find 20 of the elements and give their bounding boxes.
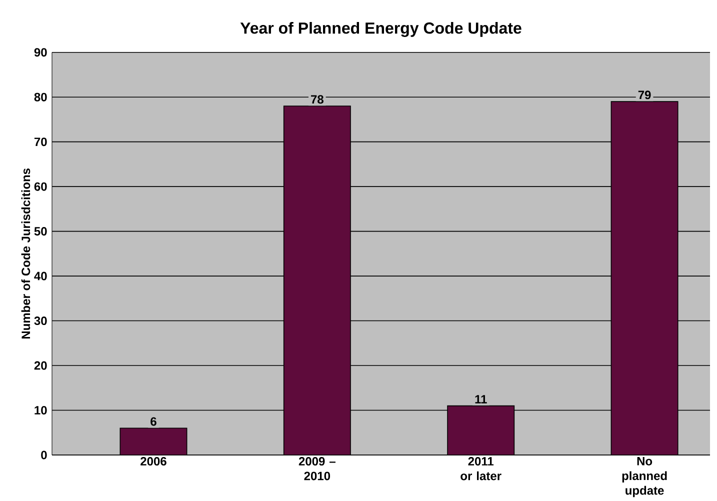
data-label: 11	[475, 395, 487, 404]
y-tick-label: 50	[34, 227, 47, 236]
y-tick-label: 90	[34, 48, 47, 57]
data-label: 79	[638, 90, 651, 100]
data-label: 6	[150, 417, 156, 426]
y-tick-label: 30	[34, 316, 47, 326]
y-tick-label: 0	[41, 450, 47, 460]
y-tick-label: 80	[34, 92, 47, 102]
y-axis-title: Number of Code Jurisdcitions	[21, 168, 30, 339]
chart-title: Year of Planned Energy Code Update	[240, 22, 522, 37]
y-tick-label: 20	[34, 361, 47, 370]
x-tick-label: 2009 – 2010	[298, 457, 336, 480]
x-tick-label: 2011 or later	[460, 457, 502, 480]
x-tick-label: No planned update	[622, 457, 667, 498]
y-tick-label: 10	[34, 406, 47, 415]
y-tick-label: 60	[34, 182, 47, 191]
data-label: 78	[311, 95, 324, 104]
y-tick-label: 70	[34, 138, 47, 146]
x-tick-label: 2006	[140, 457, 166, 466]
y-tick-label: 40	[34, 272, 47, 280]
